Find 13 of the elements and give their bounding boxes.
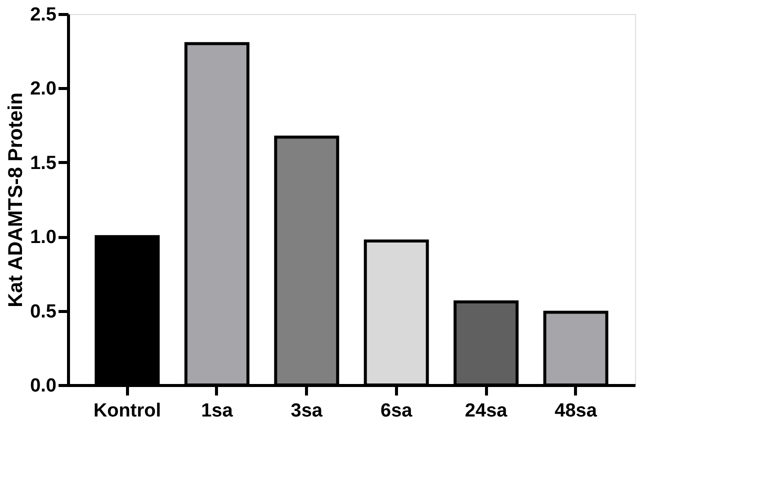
y-tick-label: 2.0: [30, 78, 56, 100]
y-tick-label: 0.5: [30, 301, 57, 322]
x-tick-label: 6sa: [380, 400, 413, 422]
x-tick-label: 3sa: [290, 400, 323, 422]
x-tick-label: 1sa: [201, 400, 234, 422]
y-tick-label: 0.0: [30, 376, 56, 396]
y-tick-label: 2.5: [30, 4, 57, 26]
y-tick-label: 1.0: [30, 227, 56, 248]
y-axis-title: Kat ADAMTS-8 Protein: [5, 92, 28, 308]
y-tick-label: 1.5: [30, 152, 57, 174]
x-tick-label: 24sa: [464, 400, 508, 422]
x-tick-label: Kontrol: [93, 400, 161, 422]
x-tick-label: 48sa: [554, 400, 598, 422]
